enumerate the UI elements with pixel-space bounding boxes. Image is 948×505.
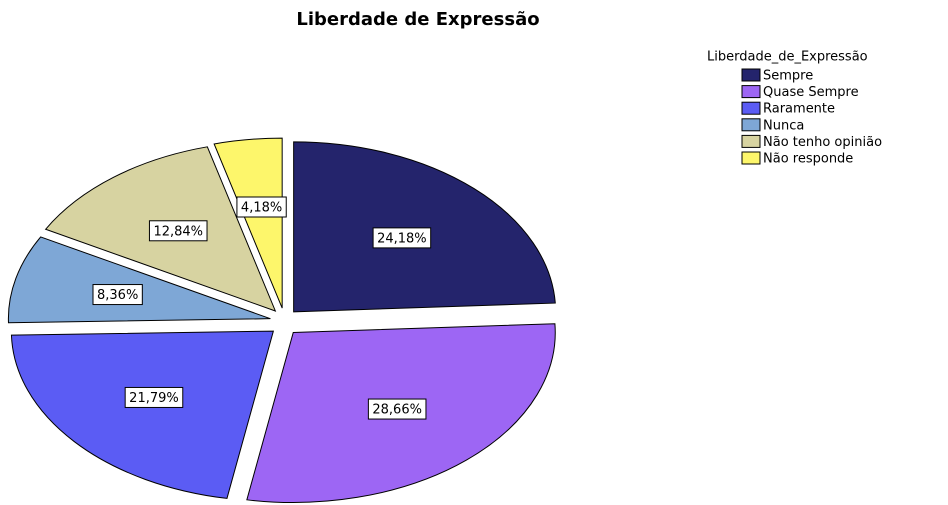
pie-slice	[7, 236, 271, 324]
legend-swatch	[741, 134, 761, 148]
data-label-box	[124, 386, 184, 408]
legend-label: Sempre	[763, 69, 813, 84]
legend-label: Não responde	[763, 152, 853, 167]
data-label: 28,66%	[372, 403, 422, 418]
data-label-box	[367, 398, 427, 420]
data-label-box	[236, 196, 287, 218]
data-label: 4,18%	[241, 200, 282, 215]
data-label-box	[372, 227, 432, 249]
data-label: 8,36%	[97, 288, 138, 303]
chart-title: Liberdade de Expressão	[296, 9, 539, 30]
legend-swatch	[741, 101, 761, 115]
legend-title: Liberdade_de_Expressão	[707, 50, 868, 65]
legend-swatch	[741, 85, 761, 99]
data-label-box	[148, 220, 208, 242]
data-label: 24,18%	[377, 231, 427, 246]
legend-label: Não tenho opinião	[763, 135, 882, 150]
legend-swatch	[741, 118, 761, 132]
pie-slice	[213, 137, 283, 309]
legend-label: Raramente	[763, 102, 835, 117]
data-label: 12,84%	[153, 224, 203, 239]
pie-slice	[293, 141, 556, 313]
legend-label: Nunca	[763, 118, 804, 133]
data-label: 21,79%	[129, 391, 179, 406]
legend-swatch	[741, 68, 761, 82]
legend-swatch	[741, 151, 761, 165]
pie-slice	[10, 330, 275, 499]
legend-label: Quase Sempre	[763, 85, 859, 100]
data-label-box	[92, 284, 143, 306]
